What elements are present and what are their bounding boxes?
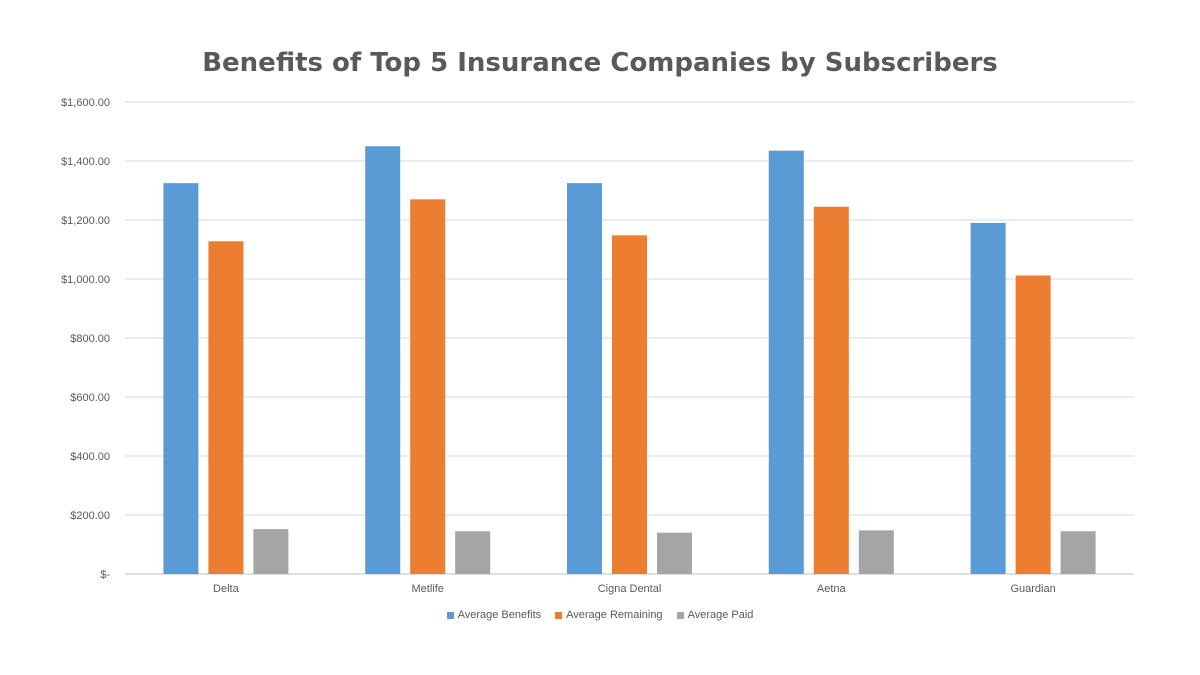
y-tick-label: $1,200.00 (61, 215, 110, 227)
y-axis-labels: $- $200.00 $400.00 $600.00 $800.00 $1,000.00 $… (61, 97, 110, 581)
bar-average-benefits (163, 183, 199, 574)
bar-average-remaining (1015, 275, 1051, 574)
bar-average-paid (253, 529, 289, 574)
x-tick-label: Guardian (1010, 583, 1055, 595)
x-tick-label: Metlife (411, 583, 443, 595)
y-tick-label: $1,000.00 (61, 274, 110, 286)
y-tick-label: $1,600.00 (61, 97, 110, 109)
x-axis-labels: Delta Metlife Cigna Dental Aetna Guardian (213, 583, 1056, 595)
legend-label: Average Paid (687, 609, 754, 621)
x-tick-label: Delta (213, 583, 240, 595)
y-tick-label: $- (100, 569, 110, 581)
y-tick-label: $1,400.00 (61, 156, 110, 168)
bar-average-benefits (768, 150, 804, 575)
x-tick-label: Cigna Dental (598, 583, 662, 595)
legend-swatch (446, 611, 454, 619)
legend-label: Average Remaining (566, 609, 663, 621)
bar-average-benefits (365, 146, 401, 574)
bar-average-paid (657, 532, 692, 574)
bar-average-remaining (410, 199, 446, 574)
y-tick-label: $400.00 (70, 451, 110, 463)
x-tick-label: Aetna (817, 583, 847, 595)
bar-average-remaining (813, 206, 849, 574)
bars (163, 146, 1096, 575)
legend-swatch (555, 611, 563, 619)
legend: Average Benefits Average Remaining Average… (0, 609, 1200, 621)
y-tick-label: $200.00 (70, 510, 110, 522)
y-tick-label: $800.00 (70, 333, 110, 345)
y-tick-label: $600.00 (70, 392, 110, 404)
legend-item: Average Paid (676, 609, 754, 621)
legend-item: Average Benefits (446, 609, 542, 621)
chart-title: Benefits of Top 5 Insurance Companies by… (202, 48, 998, 78)
legend-item: Average Remaining (555, 609, 663, 621)
bar-average-remaining (208, 241, 244, 575)
bar-average-paid (1060, 531, 1096, 574)
bar-average-paid (858, 530, 894, 574)
legend-swatch (676, 611, 684, 619)
bar-average-benefits (567, 183, 602, 574)
bar-average-paid (455, 531, 491, 574)
bar-average-benefits (970, 222, 1006, 574)
legend-label: Average Benefits (457, 609, 542, 621)
bar-average-remaining (612, 235, 647, 574)
